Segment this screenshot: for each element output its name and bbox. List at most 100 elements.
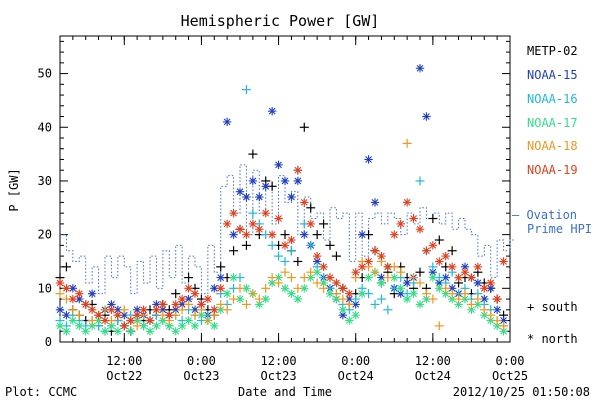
point-noaa-18 bbox=[409, 273, 419, 283]
legend-north-marker: * north bbox=[527, 332, 578, 346]
ovation-hpi-line bbox=[60, 164, 514, 295]
point-noaa-19 bbox=[81, 300, 90, 309]
x-tick-label-time: 0:00 bbox=[496, 354, 525, 368]
point-noaa-18 bbox=[473, 294, 483, 304]
point-noaa-16 bbox=[274, 251, 284, 261]
point-noaa-17 bbox=[165, 321, 174, 331]
point-noaa-17 bbox=[338, 305, 348, 314]
x-tick-label-date: Oct23 bbox=[183, 369, 219, 383]
point-noaa-17 bbox=[242, 284, 251, 293]
point-metp-02 bbox=[331, 251, 341, 261]
point-noaa-17 bbox=[473, 300, 483, 309]
point-noaa-19 bbox=[435, 257, 444, 266]
point-noaa-15 bbox=[415, 64, 425, 73]
point-noaa-17 bbox=[190, 321, 200, 331]
legend: METP-02 NOAA-15 NOAA-16 NOAA-17 NOAA-18 … bbox=[512, 44, 592, 346]
point-noaa-16 bbox=[280, 256, 290, 266]
footer-timestamp: 2012/10/25 01:50:08 bbox=[453, 385, 590, 399]
point-noaa-17 bbox=[210, 321, 219, 331]
point-noaa-19 bbox=[197, 300, 206, 309]
point-noaa-15 bbox=[107, 300, 116, 309]
point-noaa-17 bbox=[364, 273, 373, 282]
point-noaa-19 bbox=[55, 278, 65, 288]
legend-ovation-line1: — Ovation bbox=[512, 208, 577, 222]
point-noaa-19 bbox=[351, 268, 360, 277]
point-noaa-18 bbox=[460, 289, 470, 299]
point-noaa-19 bbox=[480, 284, 489, 293]
point-noaa-18 bbox=[344, 299, 354, 309]
legend-south-marker: + south bbox=[527, 300, 578, 314]
point-noaa-19 bbox=[312, 251, 322, 261]
x-tick-label-time: 12:00 bbox=[261, 354, 297, 368]
point-noaa-15 bbox=[287, 192, 296, 202]
point-noaa-19 bbox=[190, 289, 200, 298]
point-noaa-19 bbox=[357, 262, 367, 272]
point-noaa-19 bbox=[293, 166, 303, 175]
point-noaa-19 bbox=[145, 316, 155, 325]
point-noaa-18 bbox=[319, 283, 329, 293]
point-noaa-16 bbox=[306, 240, 316, 250]
point-metp-02 bbox=[171, 289, 181, 299]
point-noaa-19 bbox=[113, 310, 123, 320]
point-noaa-15 bbox=[280, 176, 290, 186]
point-noaa-16 bbox=[383, 305, 393, 315]
point-noaa-15 bbox=[255, 192, 264, 202]
point-noaa-15 bbox=[62, 310, 71, 320]
point-metp-02 bbox=[447, 246, 457, 256]
point-noaa-17 bbox=[184, 316, 193, 325]
point-noaa-19 bbox=[100, 316, 110, 325]
point-noaa-19 bbox=[441, 251, 450, 261]
point-metp-02 bbox=[434, 235, 444, 245]
x-tick-label-time: 12:00 bbox=[415, 354, 451, 368]
point-noaa-15 bbox=[300, 230, 309, 239]
x-tick-label-date: Oct24 bbox=[415, 369, 451, 383]
point-noaa-18 bbox=[55, 289, 65, 299]
point-noaa-18 bbox=[370, 267, 380, 277]
point-noaa-19 bbox=[94, 310, 103, 320]
point-noaa-18 bbox=[241, 299, 251, 309]
point-noaa-15 bbox=[338, 310, 348, 320]
point-noaa-18 bbox=[338, 294, 348, 304]
x-tick-label-date: Oct22 bbox=[106, 369, 142, 383]
point-noaa-17 bbox=[229, 273, 238, 282]
point-noaa-18 bbox=[274, 278, 284, 288]
point-noaa-18 bbox=[402, 138, 412, 148]
point-noaa-16 bbox=[415, 176, 425, 186]
x-tick-label-date: Oct23 bbox=[261, 369, 297, 383]
x-axis-label: Date and Time bbox=[238, 385, 332, 399]
point-noaa-17 bbox=[100, 327, 110, 336]
point-noaa-15 bbox=[229, 230, 238, 239]
point-noaa-17 bbox=[351, 310, 360, 320]
point-noaa-18 bbox=[293, 283, 303, 293]
point-noaa-18 bbox=[454, 294, 464, 304]
point-noaa-17 bbox=[55, 321, 65, 331]
point-noaa-17 bbox=[345, 316, 354, 325]
point-noaa-16 bbox=[286, 246, 296, 256]
point-noaa-19 bbox=[422, 246, 431, 255]
point-noaa-19 bbox=[364, 257, 373, 266]
chart-title: Hemispheric Power [GW] bbox=[181, 12, 380, 30]
point-metp-02 bbox=[241, 240, 251, 250]
point-noaa-16 bbox=[267, 240, 277, 250]
point-noaa-17 bbox=[171, 327, 180, 336]
point-noaa-19 bbox=[454, 273, 463, 282]
point-noaa-17 bbox=[409, 289, 418, 298]
point-noaa-18 bbox=[222, 305, 232, 315]
point-noaa-19 bbox=[62, 284, 71, 293]
point-noaa-18 bbox=[492, 316, 502, 326]
point-noaa-18 bbox=[254, 294, 264, 304]
point-metp-02 bbox=[325, 240, 335, 250]
point-noaa-16 bbox=[351, 294, 361, 304]
point-noaa-15 bbox=[222, 117, 232, 127]
point-noaa-18 bbox=[383, 273, 393, 283]
point-noaa-19 bbox=[152, 305, 161, 314]
point-noaa-15 bbox=[242, 192, 251, 202]
point-noaa-19 bbox=[280, 241, 290, 250]
point-noaa-18 bbox=[486, 310, 496, 320]
point-noaa-17 bbox=[428, 273, 438, 282]
point-noaa-18 bbox=[229, 294, 239, 304]
point-noaa-18 bbox=[248, 289, 258, 299]
point-metp-02 bbox=[184, 273, 194, 283]
point-noaa-18 bbox=[447, 289, 457, 299]
point-noaa-19 bbox=[460, 268, 470, 277]
